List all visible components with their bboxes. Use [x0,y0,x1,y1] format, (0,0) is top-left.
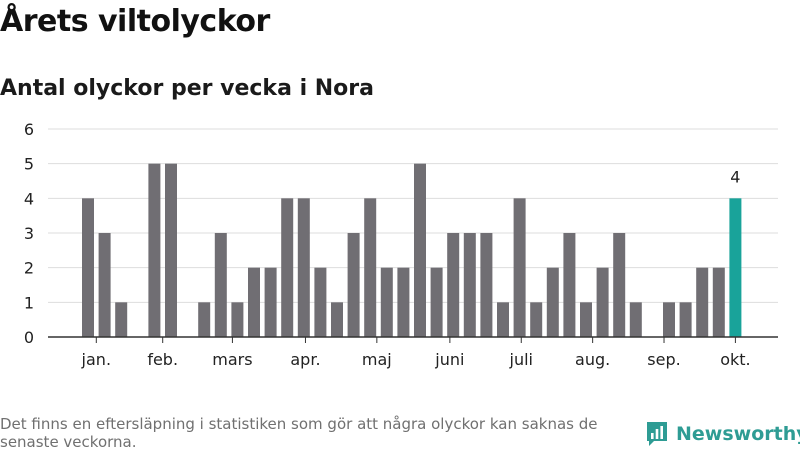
data-label: 4 [730,167,740,186]
bar [530,302,543,337]
x-tick-label: okt. [720,350,750,369]
bar [148,163,161,337]
bar [115,302,128,337]
bar-chart-logo-icon [647,422,667,446]
bar [380,267,393,337]
bar [580,302,592,337]
bar [447,233,460,337]
y-tick-label: 6 [24,120,34,139]
newsworthy-logo: Newsworthy [645,420,800,448]
bar [480,233,493,337]
bar [214,233,227,337]
y-tick-label: 4 [24,189,34,208]
x-tick-label: juni [434,350,464,369]
bar [347,233,360,337]
x-tick-label: apr. [290,350,320,369]
y-tick-label: 2 [24,259,34,278]
bar [613,233,626,337]
x-tick-label: jan. [81,350,111,369]
bar [98,233,111,337]
chart-subtitle: Antal olyckor per vecka i Nora [0,76,374,101]
x-tick-label: maj [362,350,392,369]
bar [712,267,725,337]
bar-chart: 0 1 2 3 4 5 6 4 jan. feb. mars apr. maj juni juli aug… [24,120,778,369]
bar [331,302,343,337]
y-tick-label: 0 [24,328,34,347]
bar [463,233,476,337]
x-tick-label: juli [509,350,533,369]
x-axis: jan. feb. mars apr. maj juni juli aug. sep. okt. [48,336,778,369]
bar [397,267,410,337]
y-axis-ticks: 0 1 2 3 4 5 6 [24,120,34,347]
bar [629,302,642,337]
bar [497,302,509,337]
bar [513,198,526,337]
highlighted-bar [729,198,742,337]
bars [82,163,742,337]
bar [546,267,559,337]
bar [314,267,327,337]
bar [364,198,377,337]
y-tick-label: 5 [24,155,34,174]
x-tick-label: mars [212,350,252,369]
bar [231,302,244,337]
bar [82,198,94,337]
bar [663,302,675,337]
bar [679,302,692,337]
data-labels: 4 [730,167,740,186]
y-tick-label: 3 [24,224,34,243]
bar [297,198,310,337]
brand-name: Newsworthy [676,423,800,445]
bar [414,163,426,337]
bar [696,267,709,337]
bar [563,233,576,337]
bar [248,267,260,337]
bar [430,267,443,337]
x-tick-label: feb. [147,350,178,369]
x-tick-label: aug. [575,350,610,369]
bar [281,198,294,337]
x-tick-label: sep. [647,350,680,369]
y-tick-label: 1 [24,293,34,312]
chart-title: Årets viltolyckor [0,4,270,39]
bar [198,302,211,337]
bar [596,267,609,337]
bar [165,163,177,337]
footnote: Det finns en eftersläpning i statistiken… [0,415,598,451]
bar [264,267,277,337]
